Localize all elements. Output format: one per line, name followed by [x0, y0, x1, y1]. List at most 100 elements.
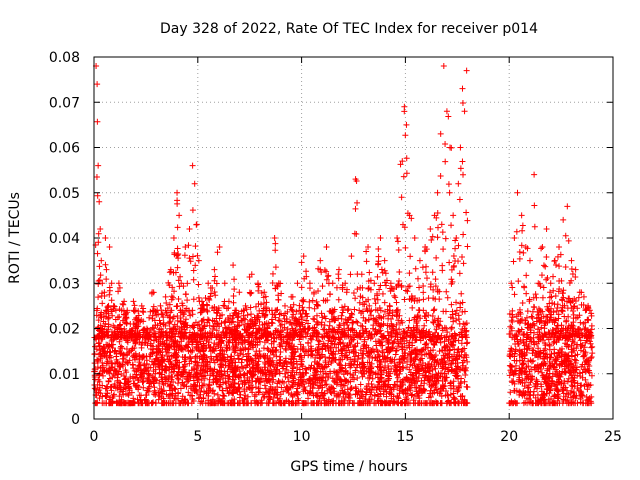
data-point — [437, 369, 444, 376]
data-point — [94, 364, 101, 371]
data-point — [404, 364, 411, 371]
data-point — [509, 351, 516, 358]
data-point — [233, 365, 240, 372]
data-point — [182, 330, 189, 337]
data-point — [219, 387, 226, 394]
data-point — [509, 284, 516, 291]
data-point — [584, 381, 591, 388]
data-point — [384, 349, 391, 356]
data-point — [202, 294, 209, 301]
data-point — [210, 372, 217, 379]
data-point — [422, 368, 429, 375]
data-point — [550, 363, 557, 370]
data-point — [330, 313, 337, 320]
data-point — [106, 349, 113, 356]
data-point — [398, 382, 405, 389]
data-point — [205, 295, 212, 302]
data-point — [213, 353, 220, 360]
data-point — [299, 304, 306, 311]
data-point — [106, 287, 113, 294]
data-point — [381, 299, 388, 306]
data-point — [520, 249, 527, 256]
data-point — [540, 347, 547, 354]
data-point — [435, 224, 442, 231]
data-point — [414, 367, 421, 374]
data-point — [442, 378, 449, 385]
data-point — [264, 345, 271, 352]
data-point — [588, 354, 595, 361]
data-point — [238, 378, 245, 385]
data-point — [255, 388, 262, 395]
data-point — [247, 290, 254, 297]
data-point — [418, 390, 425, 397]
data-point — [280, 312, 287, 319]
data-point — [535, 335, 542, 342]
data-point — [145, 371, 152, 378]
data-point — [213, 280, 220, 287]
data-point — [589, 343, 596, 350]
data-point — [215, 400, 222, 407]
data-point — [564, 305, 571, 312]
data-point — [550, 273, 557, 280]
data-point — [231, 276, 238, 283]
data-point — [269, 379, 276, 386]
data-point — [190, 276, 197, 283]
data-point — [515, 371, 522, 378]
data-point — [253, 362, 260, 369]
data-point — [319, 283, 326, 290]
data-point — [372, 371, 379, 378]
data-point — [455, 400, 462, 407]
data-point — [538, 381, 545, 388]
data-point — [130, 395, 137, 402]
data-point — [540, 373, 547, 380]
data-point — [284, 374, 291, 381]
data-point — [303, 370, 310, 377]
data-point — [401, 356, 408, 363]
data-point — [565, 364, 572, 371]
data-point — [117, 350, 124, 357]
data-point — [264, 329, 271, 336]
data-point — [558, 345, 565, 352]
data-point — [189, 253, 196, 260]
data-point — [510, 258, 517, 265]
data-point — [132, 374, 139, 381]
data-point — [324, 332, 331, 339]
data-point — [430, 307, 437, 314]
data-point — [324, 273, 331, 280]
data-point — [223, 344, 230, 351]
data-point — [550, 287, 557, 294]
data-point — [450, 378, 457, 385]
data-point — [379, 290, 386, 297]
data-point — [397, 161, 404, 168]
data-point — [372, 300, 379, 307]
data-point — [197, 388, 204, 395]
data-point — [260, 345, 267, 352]
data-point — [348, 385, 355, 392]
data-point — [133, 371, 140, 378]
data-point — [136, 355, 143, 362]
data-point — [551, 258, 558, 265]
data-point — [445, 181, 452, 188]
data-point — [100, 372, 107, 379]
data-point — [151, 384, 158, 391]
data-point — [382, 358, 389, 365]
data-point — [414, 313, 421, 320]
data-point — [395, 281, 402, 288]
data-point — [460, 320, 467, 327]
data-point — [406, 317, 413, 324]
data-point — [229, 339, 236, 346]
data-point — [567, 369, 574, 376]
data-point — [573, 345, 580, 352]
data-point — [445, 337, 452, 344]
data-point — [403, 344, 410, 351]
data-point — [103, 310, 110, 317]
data-point — [525, 384, 532, 391]
data-point — [182, 345, 189, 352]
data-point — [530, 400, 537, 407]
data-point — [192, 382, 199, 389]
data-point — [108, 400, 115, 407]
data-point — [412, 384, 419, 391]
data-point — [166, 314, 173, 321]
data-point — [350, 400, 357, 407]
data-point — [116, 306, 123, 313]
